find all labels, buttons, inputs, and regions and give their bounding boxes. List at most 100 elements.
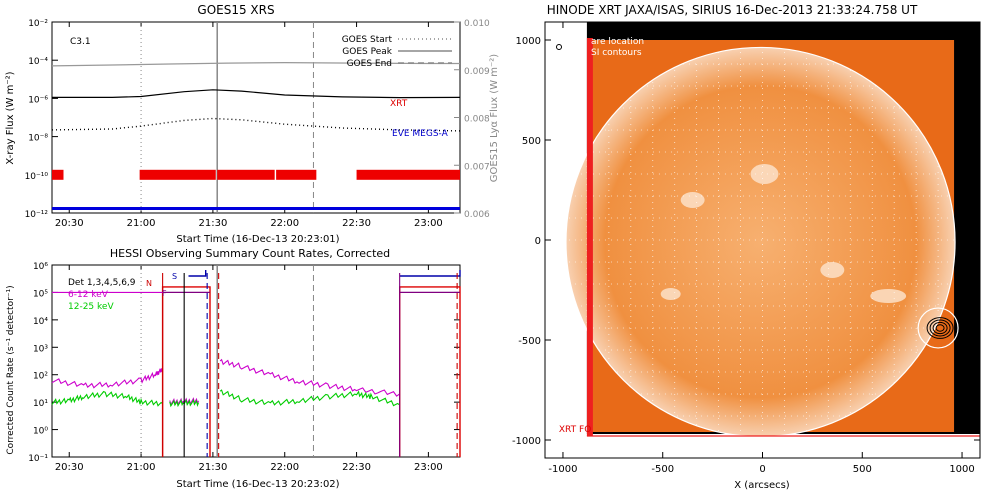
goes-x-tick-label: 23:00: [414, 218, 443, 229]
hessi-series-12-25-kev: [219, 389, 401, 407]
goes-series-goes-long: [52, 89, 461, 99]
hessi-attenuator-state: [399, 286, 461, 457]
legend-circle-icon: [556, 44, 562, 50]
hessi-flag-label: F: [162, 289, 167, 298]
hessi-xlabel: Start Time (16-Dec-13 20:23:02): [176, 479, 339, 490]
hessi-x-tick-label: 21:30: [198, 462, 227, 473]
hessi-contour: [929, 319, 951, 337]
goes-flare-class: C3.1: [70, 37, 91, 47]
goes-x-tick-label: 22:30: [342, 218, 371, 229]
goes-x-tick-label: 21:00: [127, 218, 156, 229]
goes-y-tick-label: 10⁻⁴: [28, 57, 48, 67]
hessi-series-6-12-kev: [51, 368, 164, 389]
xrt-y-tick-label: -1000: [512, 436, 541, 447]
active-region: [750, 164, 779, 184]
active-region: [660, 288, 681, 300]
goes-y-tick-label: 10⁻⁸: [28, 134, 48, 144]
goes-series-ly-: [51, 61, 460, 67]
xrt-coverage-bar: [217, 169, 275, 180]
hessi-y-tick-label: 10⁶: [33, 262, 48, 272]
goes-legend-label: GOES Start: [342, 35, 393, 45]
goes-y-tick-label: 10⁻¹²: [25, 210, 49, 220]
goes-x-tick-label: 20:30: [55, 218, 84, 229]
goes-ylabel: X-ray Flux (W m⁻²): [5, 71, 16, 164]
hessi-x-tick-label: 21:00: [127, 462, 156, 473]
hessi-panel: HESSI Observing Summary Count Rates, Cor…: [6, 247, 461, 490]
solar-disk: [565, 47, 956, 437]
goes-y2-tick-label: 0.009: [464, 67, 490, 77]
goes-y-tick-label: 10⁻⁶: [28, 95, 48, 105]
xrt-legend-entry: SI contours: [591, 48, 642, 58]
hessi-contour: [932, 321, 948, 335]
goes-legend-label: GOES End: [347, 59, 392, 69]
hessi-saa-state: [399, 270, 461, 277]
hessi-flag-label: N: [146, 279, 152, 288]
goes-y2label: GOES15 Lyα Flux (W m⁻²): [489, 54, 500, 182]
xrt-coverage-bar: [52, 169, 64, 180]
hessi-x-tick-label: 23:00: [414, 462, 443, 473]
hessi-y-tick-label: 10¹: [33, 399, 48, 409]
hessi-y-tick-label: 10⁰: [33, 427, 48, 437]
goes-legend-label: GOES Peak: [342, 47, 392, 57]
goes-xrs-panel: GOES15 XRS C3.1 Start Time (16-Dec-13 20…: [5, 3, 500, 245]
hessi-saa-state: [188, 270, 207, 277]
hessi-legend-entry: 12-25 keV: [68, 302, 114, 312]
hessi-y-tick-label: 10⁵: [33, 289, 48, 299]
xrt-y-tick-label: 1000: [516, 36, 541, 47]
xrt-title: HINODE XRT JAXA/ISAS, SIRIUS 16-Dec-2013…: [547, 3, 918, 17]
goes-instrument-label: EVE MEGS-A: [392, 129, 449, 139]
flare-location-circle: [917, 307, 959, 349]
xrt-x-tick-label: 1000: [949, 464, 974, 475]
goes-y2-tick-label: 0.008: [464, 115, 490, 125]
goes-x-tick-label: 22:00: [270, 218, 299, 229]
xrt-image-panel: HINODE XRT JAXA/ISAS, SIRIUS 16-Dec-2013…: [512, 3, 981, 491]
eve-coverage-bar: [52, 207, 460, 210]
goes-x-tick-label: 21:30: [198, 218, 227, 229]
hessi-x-tick-label: 22:00: [270, 462, 299, 473]
xrt-legend-entry: are location: [591, 37, 644, 47]
xrt-y-tick-label: 500: [522, 136, 541, 147]
goes-y2-tick-label: 0.010: [464, 19, 490, 29]
hessi-legend-entry: 6-12 keV: [68, 290, 109, 300]
hessi-series-6-12-kev: [219, 358, 401, 397]
xrt-fov-label: XRT FO: [559, 425, 591, 435]
hessi-y-tick-label: 10⁴: [33, 317, 48, 327]
xrt-y-tick-label: 0: [535, 236, 541, 247]
xrt-coverage-bar: [356, 169, 460, 180]
xrt-x-tick-label: 0: [759, 464, 765, 475]
hessi-y-tick-label: 10²: [33, 372, 48, 382]
goes-y2-tick-label: 0.006: [464, 210, 490, 220]
xrt-x-tick-label: -1000: [548, 464, 577, 475]
hessi-contour: [935, 324, 945, 332]
hessi-flag-label: S: [172, 272, 177, 281]
hessi-x-tick-label: 22:30: [342, 462, 371, 473]
hessi-y-tick-label: 10⁻¹: [28, 454, 48, 464]
xrt-y-tick-label: -500: [518, 336, 541, 347]
active-region: [870, 289, 907, 303]
goes-xlabel: Start Time (16-Dec-13 20:23:01): [176, 234, 339, 245]
hessi-x-tick-label: 20:30: [55, 462, 84, 473]
hessi-plot-frame: [51, 264, 461, 458]
active-region: [680, 192, 705, 208]
hessi-title: HESSI Observing Summary Count Rates, Cor…: [110, 247, 390, 260]
active-region: [820, 262, 845, 278]
hessi-legend-entry: Det 1,3,4,5,6,9: [68, 278, 136, 288]
xrt-xlabel: X (arcsecs): [734, 480, 790, 491]
goes-y-tick-label: 10⁻²: [28, 19, 48, 29]
goes-title: GOES15 XRS: [197, 3, 274, 17]
xrt-x-tick-label: 500: [853, 464, 872, 475]
hessi-contour: [926, 317, 954, 339]
hessi-y-tick-label: 10³: [33, 344, 48, 354]
xrt-x-tick-label: -500: [651, 464, 674, 475]
xrt-coverage-bar: [276, 169, 317, 180]
goes-instrument-label: XRT: [390, 99, 408, 109]
goes-y-tick-label: 10⁻¹⁰: [25, 172, 49, 182]
hessi-ylabel: Corrected Count Rate (s⁻¹ detector⁻¹): [6, 285, 16, 454]
xrt-coverage-bar: [139, 169, 216, 180]
hessi-attenuator-state: [161, 286, 211, 457]
hessi-series-12-25-kev: [51, 390, 163, 407]
xrt-fov-edge: [586, 38, 593, 436]
goes-y2-tick-label: 0.007: [464, 162, 490, 172]
